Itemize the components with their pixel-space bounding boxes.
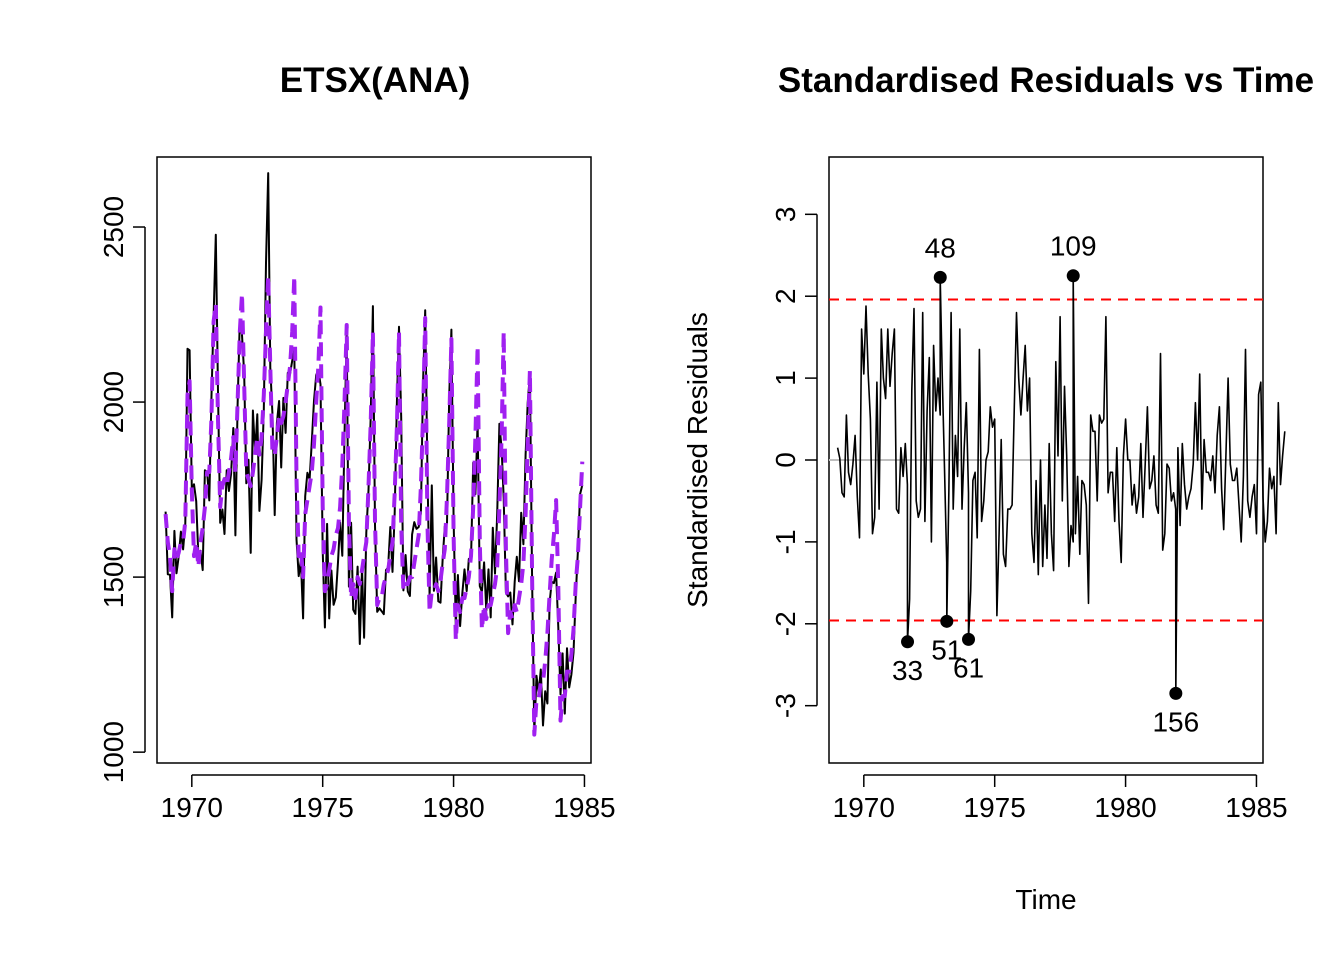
left-x-tick-label: 1975 — [292, 792, 354, 823]
left-x-axis: 1970 1975 1980 1985 — [161, 774, 616, 823]
right-y-tick-label: -2 — [770, 611, 801, 636]
right-y-tick-label: 3 — [770, 207, 801, 223]
right-y-axis: -3 -2 -1 0 1 2 3 — [770, 207, 818, 718]
fitted-series-line — [163, 274, 585, 737]
left-x-tick-label: 1985 — [553, 792, 615, 823]
left-y-tick-label: 1000 — [98, 721, 129, 783]
right-y-tick-label: 1 — [770, 370, 801, 386]
left-x-tick-label: 1970 — [161, 792, 223, 823]
outlier-point — [933, 270, 947, 284]
outlier-point — [1169, 686, 1183, 700]
left-series-group — [163, 172, 585, 737]
outlier-label: 33 — [892, 655, 923, 686]
right-y-tick-label: 0 — [770, 452, 801, 468]
right-y-tick-label: 2 — [770, 288, 801, 304]
right-x-tick-label: 1980 — [1094, 792, 1156, 823]
right-y-tick-label: -3 — [770, 693, 801, 718]
right-chart-title: Standardised Residuals vs Time — [778, 61, 1314, 100]
right-x-tick-label: 1975 — [964, 792, 1026, 823]
left-chart-title: ETSX(ANA) — [280, 61, 471, 100]
residuals-line — [836, 274, 1286, 695]
panel-left: ETSX(ANA) 1970 1975 1980 1985 1000 1500 2000 2… — [98, 61, 616, 823]
outlier-label: 109 — [1050, 231, 1097, 262]
left-y-tick-label: 2500 — [98, 196, 129, 258]
panel-right: Standardised Residuals vs Time Time Stan… — [682, 61, 1314, 915]
left-y-tick-label: 2000 — [98, 371, 129, 433]
right-x-tick-label: 1970 — [833, 792, 895, 823]
left-x-tick-label: 1980 — [422, 792, 484, 823]
outlier-label: 156 — [1152, 706, 1199, 737]
outlier-point — [901, 635, 915, 649]
outlier-label: 61 — [953, 652, 984, 683]
right-y-tick-label: -1 — [770, 529, 801, 554]
outlier-point — [940, 614, 954, 628]
right-x-axis: 1970 1975 1980 1985 — [833, 774, 1288, 823]
left-y-tick-label: 1500 — [98, 546, 129, 608]
left-plot-frame — [156, 156, 592, 764]
outlier-label: 51 — [931, 634, 962, 665]
right-y-axis-label: Standardised Residuals — [682, 312, 713, 608]
right-x-axis-label: Time — [1015, 884, 1076, 915]
outlier-point — [962, 632, 976, 646]
outlier-label: 48 — [925, 232, 956, 263]
left-y-axis: 1000 1500 2000 2500 — [98, 196, 146, 783]
outlier-point — [1066, 269, 1080, 283]
right-x-tick-label: 1985 — [1225, 792, 1287, 823]
